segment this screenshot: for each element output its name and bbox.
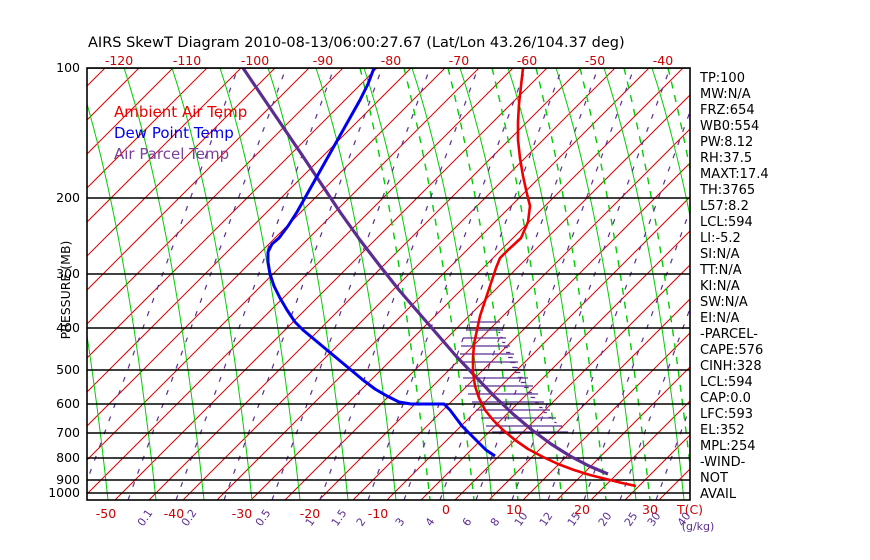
info-line: LI:-5.2 (700, 231, 741, 246)
legend-item-parcel: Air Parcel Temp (114, 145, 229, 163)
info-line: SW:N/A (700, 295, 748, 310)
moist-adiabat-lines (359, 68, 690, 500)
legend-item-dewpoint: Dew Point Temp (114, 124, 234, 142)
top-tick-label: -60 (517, 53, 537, 68)
pressure-tick-label: 1000 (48, 485, 80, 500)
pressure-tick-label: 400 (56, 320, 80, 335)
info-line: TT:N/A (699, 263, 742, 278)
chart-title: AIRS SkewT Diagram 2010-08-13/06:00:27.6… (88, 35, 625, 51)
pressure-axis-labels: 100 200 300 400 500 600 700 800 900 1000 (48, 60, 80, 500)
bottom-tick-label: -40 (164, 506, 184, 521)
bottom-tick-label: 30 (642, 502, 658, 517)
info-line: LFC:593 (700, 407, 753, 422)
top-tick-label: -120 (105, 53, 133, 68)
info-line: EI:N/A (700, 311, 740, 326)
info-line: FRZ:654 (700, 103, 755, 118)
bottom-tick-label: -50 (96, 506, 116, 521)
info-line: KI:N/A (700, 279, 740, 294)
top-tick-label: -110 (173, 53, 201, 68)
info-line: L57:8.2 (700, 199, 749, 214)
bottom-tick-label: -20 (300, 506, 320, 521)
isotherm-lines (87, 68, 690, 500)
pressure-tick-label: 700 (56, 425, 80, 440)
info-line: LCL:594 (700, 215, 753, 230)
info-line: AVAIL (700, 487, 737, 502)
y-axis-title: PRESSURE (MB) (58, 241, 73, 340)
info-line: -WIND- (700, 455, 746, 470)
pressure-gridlines (87, 68, 690, 494)
info-panel: TP:100 MW:N/A FRZ:654 WB0:554 PW:8.12 RH… (699, 71, 769, 502)
top-tick-label: -100 (241, 53, 269, 68)
top-tick-label: -90 (313, 53, 333, 68)
dewpoint-temp-curve (266, 68, 496, 458)
ambient-temp-curve (471, 68, 637, 488)
bottom-tick-label: 10 (506, 502, 522, 517)
info-line: EL:352 (700, 423, 745, 438)
top-tick-label: -50 (585, 53, 605, 68)
top-tick-label: -80 (381, 53, 401, 68)
top-tick-label: -70 (449, 53, 469, 68)
bottom-tick-label: 20 (574, 502, 590, 517)
info-line: WB0:554 (700, 119, 759, 134)
x-axis-title-mixing: (g/kg) (682, 520, 715, 533)
pressure-tick-label: 200 (56, 190, 80, 205)
plot-area (87, 68, 690, 500)
pressure-tick-label: 900 (56, 472, 80, 487)
pressure-tick-label: 800 (56, 450, 80, 465)
pressure-tick-label: 300 (56, 266, 80, 281)
parcel-temp-curve (241, 68, 609, 476)
info-line: RH:37.5 (700, 151, 752, 166)
top-temp-axis-labels: -120 -110 -100 -90 -80 -70 -60 -50 -40 (105, 53, 673, 68)
info-line: TH:3765 (699, 183, 755, 198)
info-line: CAP:0.0 (700, 391, 751, 406)
pressure-tick-label: 500 (56, 362, 80, 377)
info-line: LCL:594 (700, 375, 753, 390)
pressure-tick-label: 100 (56, 60, 80, 75)
bottom-tick-label: -10 (368, 506, 388, 521)
plot-frame (86, 67, 691, 501)
info-line: SI:N/A (700, 247, 740, 262)
info-line: CAPE:576 (700, 343, 763, 358)
info-line: -PARCEL- (700, 327, 758, 342)
info-line: CINH:328 (700, 359, 762, 374)
info-line: TP:100 (699, 71, 745, 86)
x-axis-title-temp: T(C) (676, 502, 703, 517)
bottom-tick-label: -30 (232, 506, 252, 521)
info-line: MAXT:17.4 (700, 167, 769, 182)
top-tick-label: -40 (653, 53, 673, 68)
info-line: MPL:254 (700, 439, 756, 454)
info-line: PW:8.12 (700, 135, 753, 150)
legend-item-ambient: Ambient Air Temp (114, 103, 247, 121)
info-line: NOT (700, 471, 728, 486)
pressure-tick-label: 600 (56, 396, 80, 411)
legend: Ambient Air Temp Dew Point Temp Air Parc… (114, 103, 247, 163)
bottom-tick-label: 0 (442, 502, 450, 517)
info-line: MW:N/A (700, 87, 751, 102)
bottom-temp-axis-labels: -50 -40 -30 -20 -10 0 10 20 30 (96, 502, 658, 521)
